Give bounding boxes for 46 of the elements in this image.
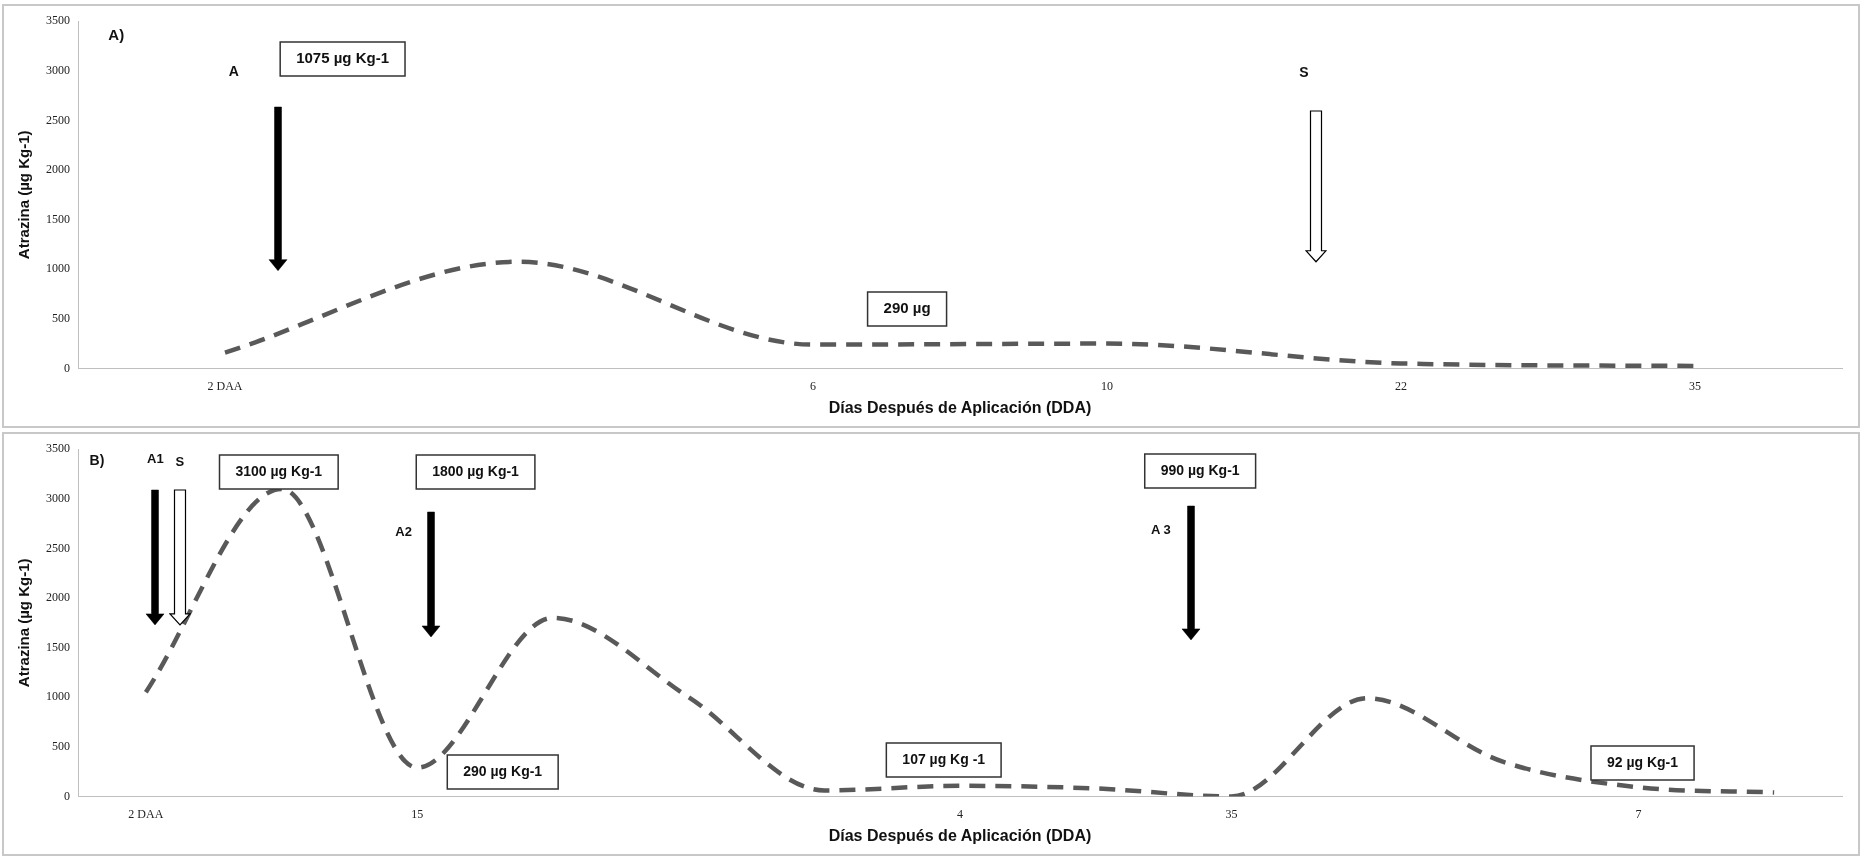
x-tick-label: 4	[957, 806, 963, 821]
x-tick-label: 15	[411, 806, 424, 821]
x-tick-label: 35	[1689, 378, 1701, 393]
annotation: 92 µg Kg-1	[1606, 753, 1679, 770]
y-tick-label: 2500	[46, 540, 70, 555]
y-tick-label: 1000	[46, 689, 70, 704]
y-tick-label: 3000	[46, 62, 70, 77]
y-tick-label: 2000	[46, 590, 70, 605]
y-tick-label: 3500	[46, 441, 70, 456]
x-tick-label: 10	[1101, 378, 1113, 393]
annotation: 990 µg Kg-1	[1160, 461, 1240, 478]
y-tick-label: 2000	[46, 162, 70, 177]
x-tick-label: 2 DAA	[128, 806, 164, 821]
annotation: A1	[147, 450, 164, 466]
annotation: S	[175, 453, 185, 469]
x-tick-label: 6	[810, 378, 816, 393]
y-axis-title: Atrazina (µg Kg-1)	[15, 130, 33, 260]
annotation: A 3	[1150, 522, 1171, 538]
annotation: 1800 µg Kg-1	[432, 462, 520, 479]
y-tick-label: 3000	[46, 490, 70, 505]
x-tick-label: 35	[1225, 806, 1238, 821]
y-tick-label: 1500	[46, 211, 70, 226]
y-tick-label: 1000	[46, 261, 70, 276]
annotation: 290 µg Kg-1	[463, 762, 543, 779]
y-tick-label: 1500	[46, 639, 70, 654]
x-axis-title: Días Después de Aplicación (DDA)	[828, 826, 1092, 844]
y-tick-label: 2500	[46, 112, 70, 127]
x-tick-label: 7	[1635, 806, 1642, 821]
annotation: 1075 µg Kg-1	[296, 49, 390, 67]
annotation: S	[1299, 63, 1309, 80]
annotation: 107 µg Kg -1	[902, 750, 986, 767]
x-tick-label: 22	[1395, 378, 1407, 393]
annotation: 290 µg	[883, 299, 931, 317]
y-tick-label: 3500	[46, 13, 70, 28]
annotation: A	[228, 62, 239, 79]
x-axis-title: Días Después de Aplicación (DDA)	[828, 398, 1092, 416]
annotation: A)	[108, 26, 125, 44]
x-tick-label: 2 DAA	[207, 378, 243, 393]
annotation: B)	[89, 451, 105, 468]
y-tick-label: 500	[52, 310, 70, 325]
y-tick-label: 0	[64, 360, 70, 375]
annotation: A2	[395, 524, 412, 540]
annotation: 3100 µg Kg-1	[235, 462, 323, 479]
y-tick-label: 500	[52, 738, 70, 753]
y-axis-title: Atrazina (µg Kg-1)	[15, 558, 33, 688]
y-tick-label: 0	[64, 788, 70, 803]
